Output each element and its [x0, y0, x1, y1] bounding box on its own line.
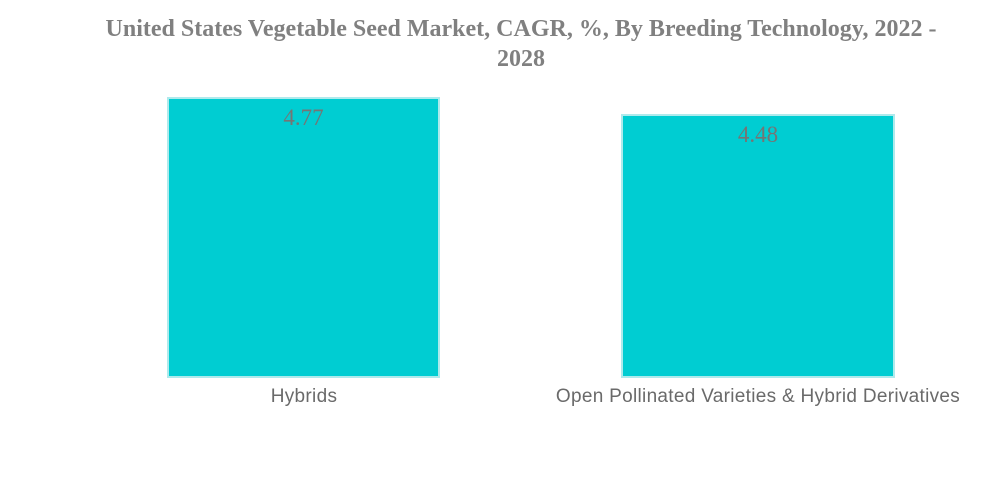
bar-open-pollinated-varieties[interactable]: 4.48	[621, 114, 895, 378]
chart-title-line1: United States Vegetable Seed Market, CAG…	[105, 16, 937, 42]
bar-value-label: 4.48	[737, 122, 779, 147]
chart-title: United States Vegetable Seed Market, CAG…	[42, 14, 1000, 74]
chart-title-line2: 2028	[497, 46, 545, 72]
category-label-open-pollinated-varieties: Open Pollinated Varieties & Hybrid Deriv…	[555, 386, 961, 407]
bar-hybrids[interactable]: 4.77	[167, 97, 440, 378]
bar-value-label: 4.77	[283, 105, 324, 130]
category-label-hybrids: Hybrids	[270, 386, 338, 407]
